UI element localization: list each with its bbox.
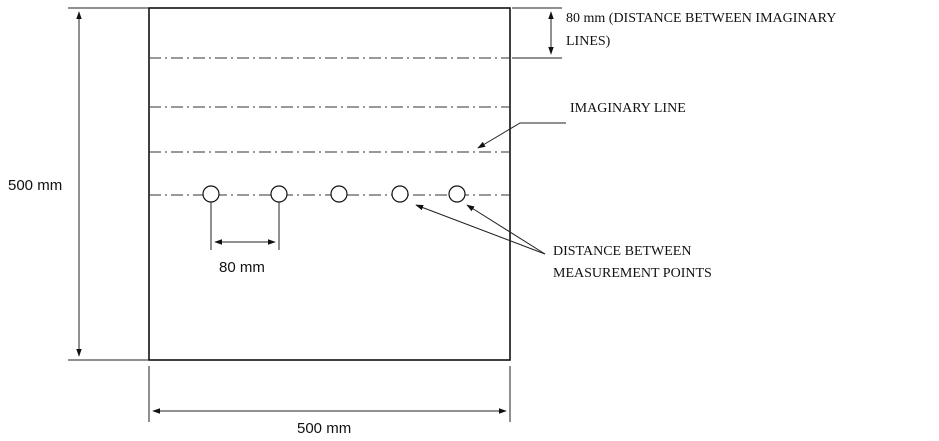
measurement-point-3 (330, 185, 348, 203)
width-dimension (148, 366, 511, 422)
measurement-leader-2 (466, 204, 546, 255)
imaginary-line-leader (477, 122, 566, 149)
line-spacing-label-1: 80 mm (DISTANCE BETWEEN IMAGINARY (566, 11, 836, 26)
measurement-points-label-1: DISTANCE BETWEEN (553, 244, 691, 259)
measurement-point-1 (202, 185, 220, 203)
measurement-points-label-2: MEASUREMENT POINTS (553, 266, 712, 281)
width-label: 500 mm (297, 420, 351, 437)
point-spacing-dimension (210, 202, 280, 250)
point-spacing-label: 80 mm (219, 259, 265, 276)
line-spacing-label-2: LINES) (566, 34, 611, 49)
plate-outline (148, 7, 511, 361)
measurement-point-4 (391, 185, 409, 203)
measurement-point-5 (448, 185, 466, 203)
height-dimension (68, 7, 149, 361)
imaginary-line-label: IMAGINARY LINE (570, 101, 686, 116)
measurement-leader-1 (415, 204, 546, 255)
line-spacing-dimension (512, 7, 562, 59)
height-label: 500 mm (8, 177, 62, 194)
measurement-point-2 (270, 185, 288, 203)
